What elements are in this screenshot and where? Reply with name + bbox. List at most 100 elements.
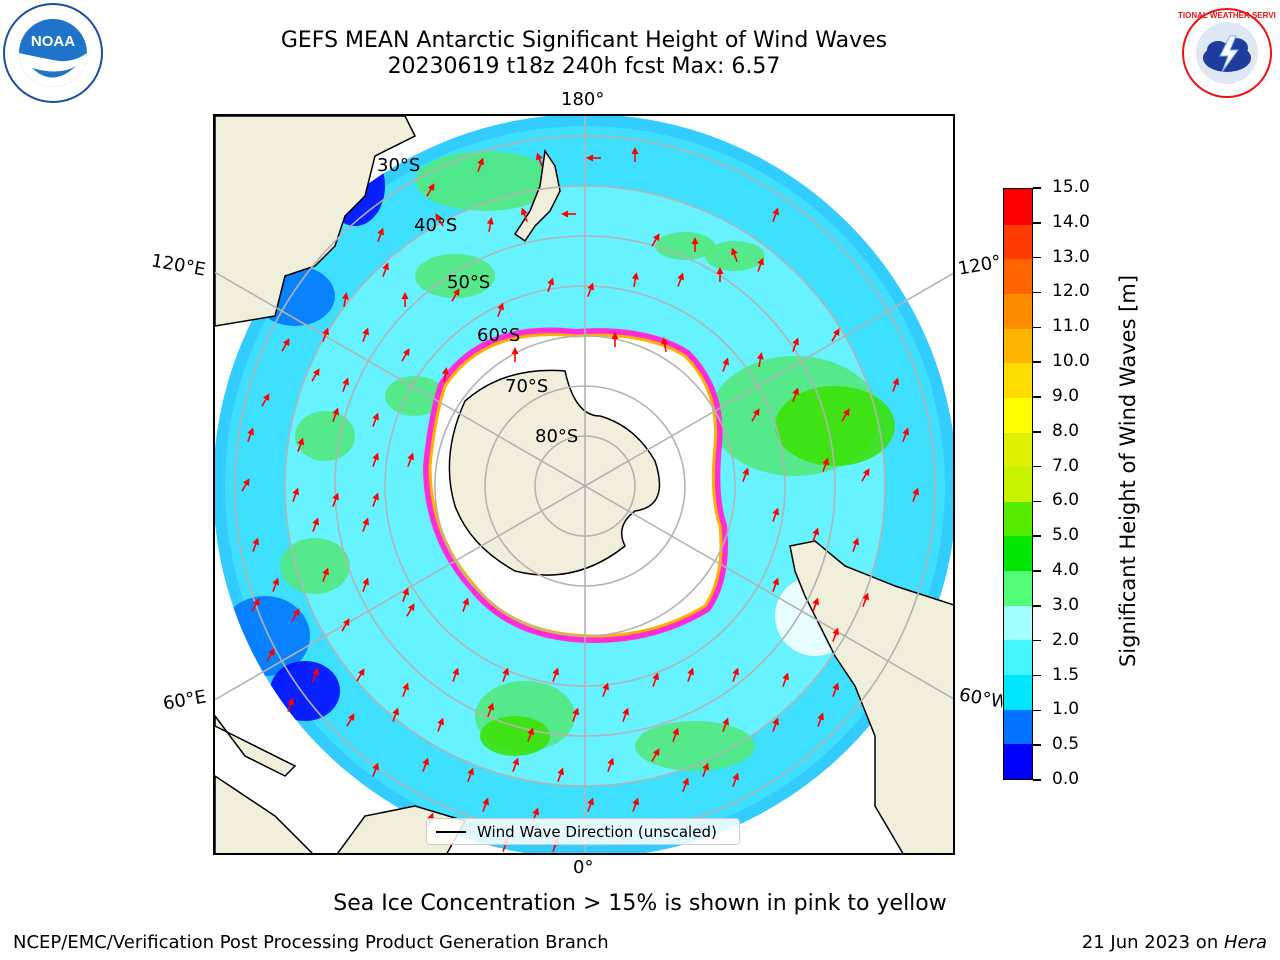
- colorbar-band: [1004, 224, 1032, 260]
- wave-direction-arrow: [521, 207, 528, 222]
- colorbar: [1003, 188, 1033, 780]
- wave-direction-arrow: [291, 608, 300, 622]
- wave-direction-arrow: [281, 338, 290, 352]
- wave-direction-arrow: [462, 597, 469, 612]
- chart-subtitle: 20230619 t18z 240h fcst Max: 6.57: [387, 54, 781, 79]
- wave-direction-arrow: [632, 797, 639, 812]
- lon-label-0: 0°: [573, 857, 594, 878]
- wave-direction-arrow: [892, 377, 899, 392]
- wave-direction-arrow: [631, 147, 639, 162]
- wave-direction-arrow: [812, 597, 819, 612]
- wave-direction-arrow: [607, 757, 614, 772]
- wave-direction-arrow: [561, 210, 576, 218]
- wave-direction-arrow: [527, 727, 534, 742]
- colorbar-tick-label: 2.0: [1052, 629, 1080, 650]
- wave-direction-arrow: [426, 183, 435, 197]
- wave-direction-arrow: [631, 272, 639, 288]
- wave-direction-arrow: [512, 757, 519, 772]
- wave-direction-arrow: [722, 717, 729, 732]
- wave-direction-arrow: [392, 707, 399, 722]
- latitude-label: 50°S: [447, 272, 490, 293]
- wave-direction-arrow: [547, 277, 554, 292]
- lon-label-120e: 120°E: [149, 250, 208, 281]
- wave-direction-arrow: [441, 367, 449, 383]
- colorbar-band: [1004, 431, 1032, 468]
- meridian-line: [215, 485, 586, 701]
- colorbar-tick-label: 10.0: [1052, 351, 1090, 372]
- colorbar-tick-label: 1.0: [1052, 699, 1080, 720]
- colorbar-band: [1004, 293, 1032, 329]
- credit-date-text: 21 Jun 2023 on: [1081, 932, 1224, 953]
- wave-direction-arrow: [342, 377, 349, 392]
- colorbar-tick-label: 15.0: [1052, 177, 1090, 197]
- wave-direction-arrow: [841, 408, 850, 422]
- wave-direction-arrow: [572, 707, 579, 722]
- wave-direction-arrow: [687, 667, 694, 682]
- colorbar-tick-label: 13.0: [1052, 246, 1090, 267]
- noaa-logo: NOAA: [3, 3, 103, 103]
- wave-direction-arrow: [372, 412, 379, 427]
- wave-direction-arrow: [487, 702, 494, 717]
- colorbar-tick-label: 12.0: [1052, 281, 1090, 302]
- wave-direction-arrow: [435, 213, 444, 227]
- colorbar-tick: [1033, 187, 1041, 189]
- wave-direction-arrow: [312, 517, 319, 532]
- wave-direction-arrow: [672, 727, 679, 742]
- colorbar-band: [1004, 189, 1032, 225]
- wave-direction-arrow: [477, 157, 484, 172]
- wave-direction-arrow: [691, 237, 699, 252]
- wave-direction-arrow: [912, 487, 919, 502]
- colorbar-tick-label: 8.0: [1052, 420, 1080, 441]
- wave-direction-arrow: [401, 292, 409, 307]
- lon-label-60e: 60°E: [161, 686, 208, 715]
- wave-direction-arrow: [716, 267, 724, 282]
- wave-direction-arrow: [362, 327, 369, 342]
- colorbar-tick: [1033, 396, 1041, 398]
- latitude-label: 40°S: [414, 215, 457, 236]
- colorbar-tick: [1033, 570, 1041, 572]
- wave-direction-arrow: [677, 272, 684, 287]
- colorbar-tick: [1033, 605, 1041, 607]
- colorbar-tick: [1033, 465, 1041, 468]
- wave-direction-arrow: [702, 762, 709, 777]
- wave-direction-arrow: [792, 387, 799, 402]
- wave-direction-arrow: [402, 682, 409, 697]
- colorbar-tick-label: 5.0: [1052, 525, 1080, 546]
- wave-direction-arrow: [346, 713, 355, 727]
- wave-height-region: [415, 254, 495, 298]
- latitude-label: 70°S: [505, 376, 548, 397]
- wave-direction-arrow: [661, 337, 669, 353]
- colorbar-tick: [1033, 535, 1041, 537]
- wave-direction-arrow: [862, 592, 869, 607]
- wave-direction-arrow: [437, 717, 444, 732]
- wave-direction-arrow: [756, 352, 764, 368]
- wave-direction-arrow: [452, 667, 459, 682]
- wave-direction-arrow: [497, 302, 504, 317]
- map-legend: Wind Wave Direction (unscaled): [426, 818, 740, 845]
- colorbar-tick-label: 3.0: [1052, 594, 1080, 615]
- colorbar-tick: [1033, 500, 1041, 503]
- wave-direction-arrow: [611, 332, 619, 347]
- sea-ice-footnote: Sea Ice Concentration > 15% is shown in …: [333, 891, 947, 916]
- wave-direction-arrow: [831, 328, 840, 342]
- colorbar-tick-label: 1.5: [1052, 664, 1080, 685]
- wave-direction-arrow: [322, 327, 329, 342]
- colorbar-tick-label: 11.0: [1052, 316, 1090, 337]
- wave-direction-arrow: [486, 217, 494, 233]
- colorbar-band: [1004, 258, 1032, 294]
- wave-direction-arrow: [586, 154, 601, 162]
- wave-height-region: [480, 716, 550, 756]
- wave-direction-arrow: [812, 527, 819, 542]
- colorbar-tick: [1033, 291, 1041, 294]
- wave-direction-arrow: [861, 468, 870, 482]
- wave-direction-arrow: [332, 492, 339, 507]
- wave-direction-arrow: [247, 427, 254, 442]
- colorbar-tick: [1033, 361, 1041, 363]
- wave-direction-arrow: [852, 537, 859, 552]
- wave-direction-arrow: [832, 682, 839, 697]
- wave-direction-arrow: [372, 492, 379, 507]
- wave-direction-arrow: [587, 282, 594, 297]
- colorbar-band: [1004, 362, 1032, 398]
- wave-height-region: [385, 376, 445, 416]
- colorbar-tick-label: 7.0: [1052, 455, 1080, 476]
